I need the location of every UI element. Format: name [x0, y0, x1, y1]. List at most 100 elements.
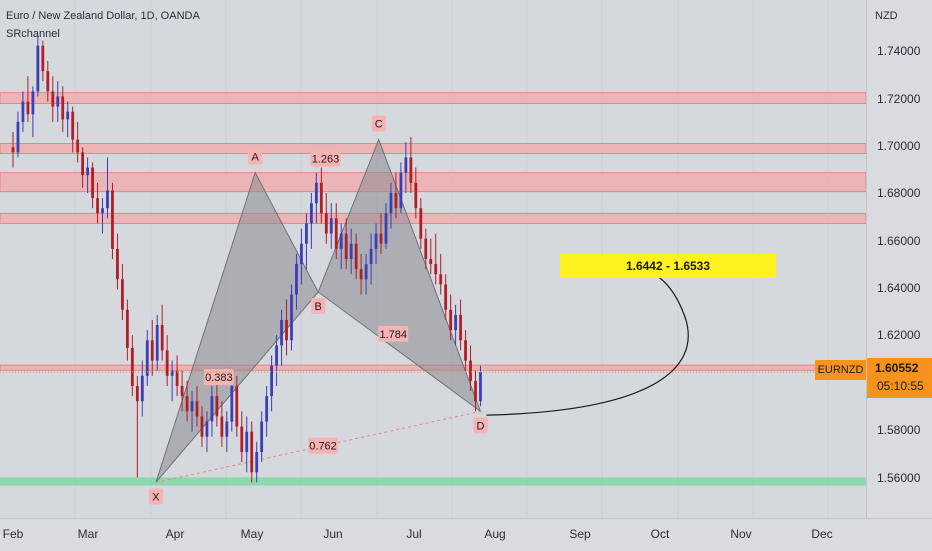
bar-countdown: 05:10:55 — [877, 379, 924, 393]
ratio-label: 1.263 — [312, 154, 340, 166]
candle-body — [11, 147, 15, 153]
indicator-label: SRchannel — [6, 28, 60, 40]
time-tick-sep: Sep — [569, 527, 591, 541]
time-tick-apr: Apr — [165, 527, 185, 541]
price-tick: 1.64000 — [877, 281, 921, 295]
candle-body — [414, 182, 418, 209]
candle-body — [270, 365, 274, 397]
candle-body — [36, 45, 40, 92]
point-label: X — [152, 491, 160, 503]
candle-body — [329, 218, 333, 234]
candle-body — [185, 396, 189, 412]
candle-body — [86, 167, 89, 176]
price-tick: 1.66000 — [877, 234, 921, 248]
candle-body — [41, 45, 45, 72]
candle-body — [225, 421, 229, 437]
candle-body — [175, 370, 179, 386]
candle-body — [66, 111, 70, 120]
chart-area[interactable]: 1.263 0.383 1.784 0.762 X A B C D Euro / New Zea… — [0, 0, 866, 518]
price-tick: 1.68000 — [877, 186, 921, 200]
time-tick-nov: Nov — [730, 527, 752, 541]
candle-body — [220, 416, 224, 437]
last-price: 1.60552 — [875, 361, 919, 375]
candle-body — [145, 340, 149, 376]
candle-body — [290, 294, 293, 341]
candle-body — [469, 360, 472, 381]
target-zone-label: 1.6442 - 1.6533 — [560, 254, 776, 278]
price-axis[interactable]: NZD 1.74000 1.72000 1.70000 1.68000 1.66… — [866, 0, 932, 518]
projection-arrow — [486, 267, 689, 416]
candle-body — [160, 325, 164, 351]
resistance-zone — [0, 143, 866, 155]
point-label: C — [375, 119, 383, 131]
point-label-bg — [248, 148, 263, 165]
candle-body — [240, 426, 244, 452]
candle-body — [364, 264, 368, 280]
candle-body — [96, 198, 99, 214]
candle-body — [125, 309, 129, 348]
time-tick-may: May — [240, 527, 264, 541]
candle-body — [334, 218, 338, 249]
time-tick-dec: Dec — [811, 527, 833, 541]
time-tick-jul: Jul — [406, 527, 422, 541]
candle-body — [195, 401, 199, 417]
candle-body — [91, 167, 94, 199]
candle-body — [439, 274, 443, 285]
price-tick: 1.56000 — [877, 471, 921, 485]
candle-body — [389, 192, 393, 214]
candle-body — [454, 314, 458, 331]
candle-body — [305, 223, 308, 244]
candle-body — [116, 248, 119, 280]
candle-body — [190, 401, 194, 412]
time-axis[interactable]: Feb Mar Apr May Jun Jul Aug Sep Oct Nov … — [0, 518, 932, 551]
ratio-label: 1.784 — [380, 329, 408, 341]
candle-body — [339, 233, 343, 249]
chart-title: Euro / New Zealand Dollar, 1D, OANDA — [6, 10, 200, 22]
time-tick-aug: Aug — [484, 527, 506, 541]
time-tick-feb: Feb — [2, 527, 24, 541]
candle-body — [344, 233, 348, 259]
candle-body — [309, 203, 313, 224]
point-label: D — [476, 420, 484, 432]
candle-body — [479, 371, 482, 402]
candle-body — [150, 340, 154, 361]
candle-body — [300, 243, 303, 265]
resistance-zone — [0, 212, 866, 224]
candle-body — [61, 96, 65, 120]
candle-body — [459, 314, 462, 341]
candle-body — [46, 71, 50, 92]
resistance-zone — [0, 172, 866, 193]
candle-body — [374, 233, 378, 249]
candle-body — [399, 172, 403, 209]
candle-body — [260, 421, 264, 452]
point-label-bg — [371, 115, 386, 132]
candle-body — [26, 101, 30, 115]
last-price-tag: 1.60552 05:10:55 — [867, 358, 932, 398]
candle-body — [130, 347, 134, 386]
candle-body — [71, 111, 75, 140]
candle-body — [51, 91, 55, 107]
candle-body — [106, 190, 109, 209]
point-label: A — [252, 152, 260, 164]
pattern-xd-line — [155, 410, 481, 483]
ratio-label: 0.383 — [205, 372, 233, 384]
point-label-bg — [311, 298, 326, 315]
candle-body — [280, 319, 283, 346]
candle-body — [379, 233, 383, 244]
candle-body — [121, 279, 124, 310]
ratio-label-bg — [203, 369, 234, 386]
candle-body — [369, 248, 373, 265]
candle-body — [81, 152, 85, 176]
candle-body — [250, 431, 254, 473]
candle-body — [404, 157, 408, 173]
candle-body — [101, 208, 104, 214]
price-chart[interactable]: 1.263 0.383 1.784 0.762 X A B C D — [0, 0, 866, 518]
candle-body — [111, 190, 114, 249]
candle-body — [474, 380, 477, 402]
symbol-tag: EURNZD — [815, 360, 866, 380]
price-tick: 1.70000 — [877, 139, 921, 153]
candle-body — [464, 340, 467, 361]
candle-body — [265, 396, 269, 422]
candle-body — [354, 243, 358, 270]
pattern-bcd — [317, 138, 482, 413]
